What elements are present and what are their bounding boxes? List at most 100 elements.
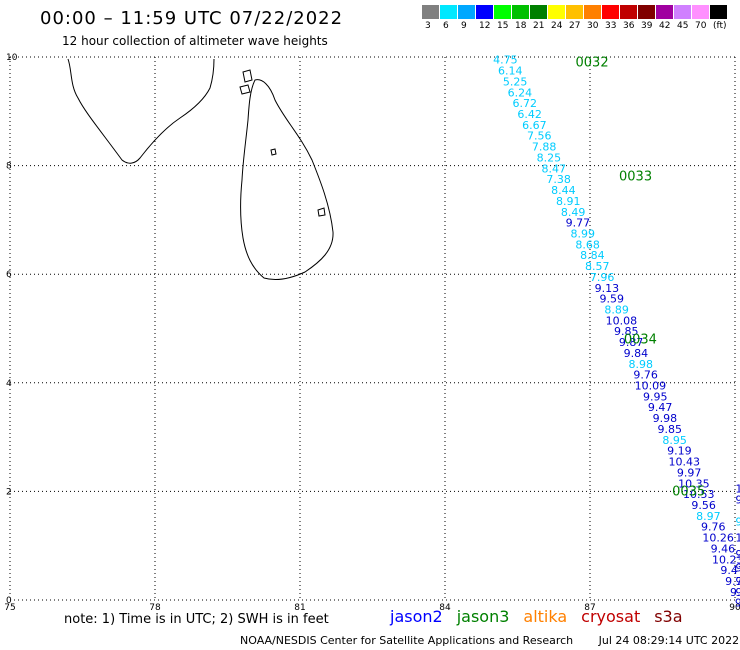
units-note: note: 1) Time is in UTC; 2) SWH is in fe… (64, 612, 329, 627)
altimeter-observations: 4.756.145.256.246.726.426.677.567.888.25… (493, 54, 740, 610)
scale-swatch (548, 5, 565, 19)
swh-value: 6.72 (513, 97, 538, 110)
swh-value: 6.24 (508, 86, 533, 99)
scale-swatch (710, 5, 727, 19)
swh-value: 6.14 (498, 65, 523, 78)
india-coastline (67, 58, 215, 164)
swh-value: 9.47 (720, 564, 740, 577)
swh-value: 10.53 (683, 488, 715, 501)
scale-label: 21 (533, 21, 545, 31)
swh-value-clipped: 9 (735, 515, 740, 528)
lat-tick-label: 8 (6, 162, 12, 172)
swh-value: 9.95 (643, 390, 668, 403)
swh-value: 9.68 (735, 597, 740, 610)
generated-timestamp: Jul 24 08:29:14 UTC 2022 (598, 634, 740, 647)
legend-cryosat: cryosat (581, 607, 641, 626)
scale-label: 33 (605, 21, 617, 31)
swh-value: 8.47 (542, 162, 567, 175)
coastal-islet (317, 207, 326, 217)
swh-value: 8.89 (604, 303, 629, 316)
swh-value: 8.91 (556, 195, 581, 208)
scale-label: 9 (461, 21, 467, 31)
swh-value: 7.38 (546, 173, 571, 186)
swh-value: 10.08 (606, 314, 638, 327)
lon-tick-label: 75 (4, 603, 15, 613)
legend-s3a: s3a (654, 607, 683, 626)
swh-value-clipped: 9. (735, 575, 740, 588)
swh-value: 8.44 (551, 184, 576, 197)
lat-tick-label: 2 (6, 487, 12, 497)
lat-tick-label: 10 (6, 53, 18, 63)
scale-swatch (620, 5, 637, 19)
swh-value: 9.76 (701, 521, 726, 534)
lon-tick-label: 84 (439, 603, 451, 613)
swh-value: 4.75 (493, 54, 518, 67)
swh-value-clipped: 9 (735, 494, 740, 507)
scale-label: 15 (497, 21, 509, 31)
swh-value: 5.25 (503, 75, 528, 88)
swh-value: 10.23 (712, 553, 740, 566)
pass-labels: 0032 0033 0034 0035 (576, 55, 706, 499)
swh-value: 10.35 (678, 477, 710, 490)
scale-label: 27 (569, 21, 581, 31)
swh-value: 9.59 (600, 293, 625, 306)
swh-value: 9.85 (614, 325, 639, 338)
swh-value: 9.98 (653, 412, 678, 425)
lat-lon-grid: 75 78 81 84 87 90 0 2 4 6 8 10 (4, 53, 740, 613)
jaffna-islets (239, 84, 251, 95)
swh-value: 9.76 (725, 575, 740, 588)
legend-altika: altika (523, 607, 568, 626)
swh-value: 9.84 (624, 347, 649, 360)
scale-swatch (440, 5, 457, 19)
scale-label: 6 (443, 21, 449, 31)
map-title: 00:00 – 11:59 UTC 07/22/2022 (40, 8, 344, 29)
scale-label: 45 (677, 21, 689, 31)
scale-swatch (530, 5, 547, 19)
scale-label: 42 (659, 21, 671, 31)
scale-swatch (638, 5, 655, 19)
scale-swatch (566, 5, 583, 19)
swh-value: 10.26 (702, 532, 734, 545)
pass-label: 0032 (576, 55, 609, 70)
scale-label: (ft) (713, 21, 727, 31)
swh-value: 9.19 (667, 445, 692, 458)
legend-jason3: jason3 (456, 607, 510, 626)
swh-value-clipped: 9. (735, 561, 740, 574)
legend-jason2: jason2 (390, 607, 443, 626)
lat-tick-label: 4 (6, 379, 12, 389)
swh-value: 9.87 (619, 336, 644, 349)
swh-value: 9.46 (711, 542, 736, 555)
scale-label: 18 (515, 21, 527, 31)
swh-value: 6.67 (522, 119, 547, 132)
swh-value: 10.43 (669, 456, 701, 469)
lon-tick-label: 78 (149, 603, 161, 613)
swh-value: 8.97 (696, 510, 721, 523)
swh-value-clipped: 9. (735, 548, 740, 561)
swh-value: 8.84 (580, 249, 605, 262)
swh-value: 9.77 (566, 217, 591, 230)
scale-label: 70 (695, 21, 707, 31)
swh-value: 8.49 (561, 206, 586, 219)
scale-swatch (602, 5, 619, 19)
swh-value: 8.95 (662, 434, 687, 447)
scale-swatch (476, 5, 493, 19)
scale-label: 24 (551, 21, 563, 31)
swh-value: 10.09 (635, 380, 667, 393)
mannar-island (242, 69, 253, 83)
scale-swatch (422, 5, 439, 19)
scale-swatch (494, 5, 511, 19)
swh-value: 9.85 (658, 423, 683, 436)
coastline (67, 58, 334, 281)
lat-tick-label: 0 (6, 596, 12, 606)
swh-value: 8.25 (537, 151, 562, 164)
swh-value: 9.56 (691, 499, 716, 512)
pass-label: 0035 (672, 484, 705, 499)
lon-tick-label: 87 (584, 603, 595, 613)
pass-label: 0034 (624, 332, 657, 347)
scale-label: 12 (479, 21, 491, 31)
scale-swatch (512, 5, 529, 19)
swh-value: 7.88 (532, 141, 557, 154)
swh-value: 9.13 (595, 282, 620, 295)
scale-swatch (656, 5, 673, 19)
